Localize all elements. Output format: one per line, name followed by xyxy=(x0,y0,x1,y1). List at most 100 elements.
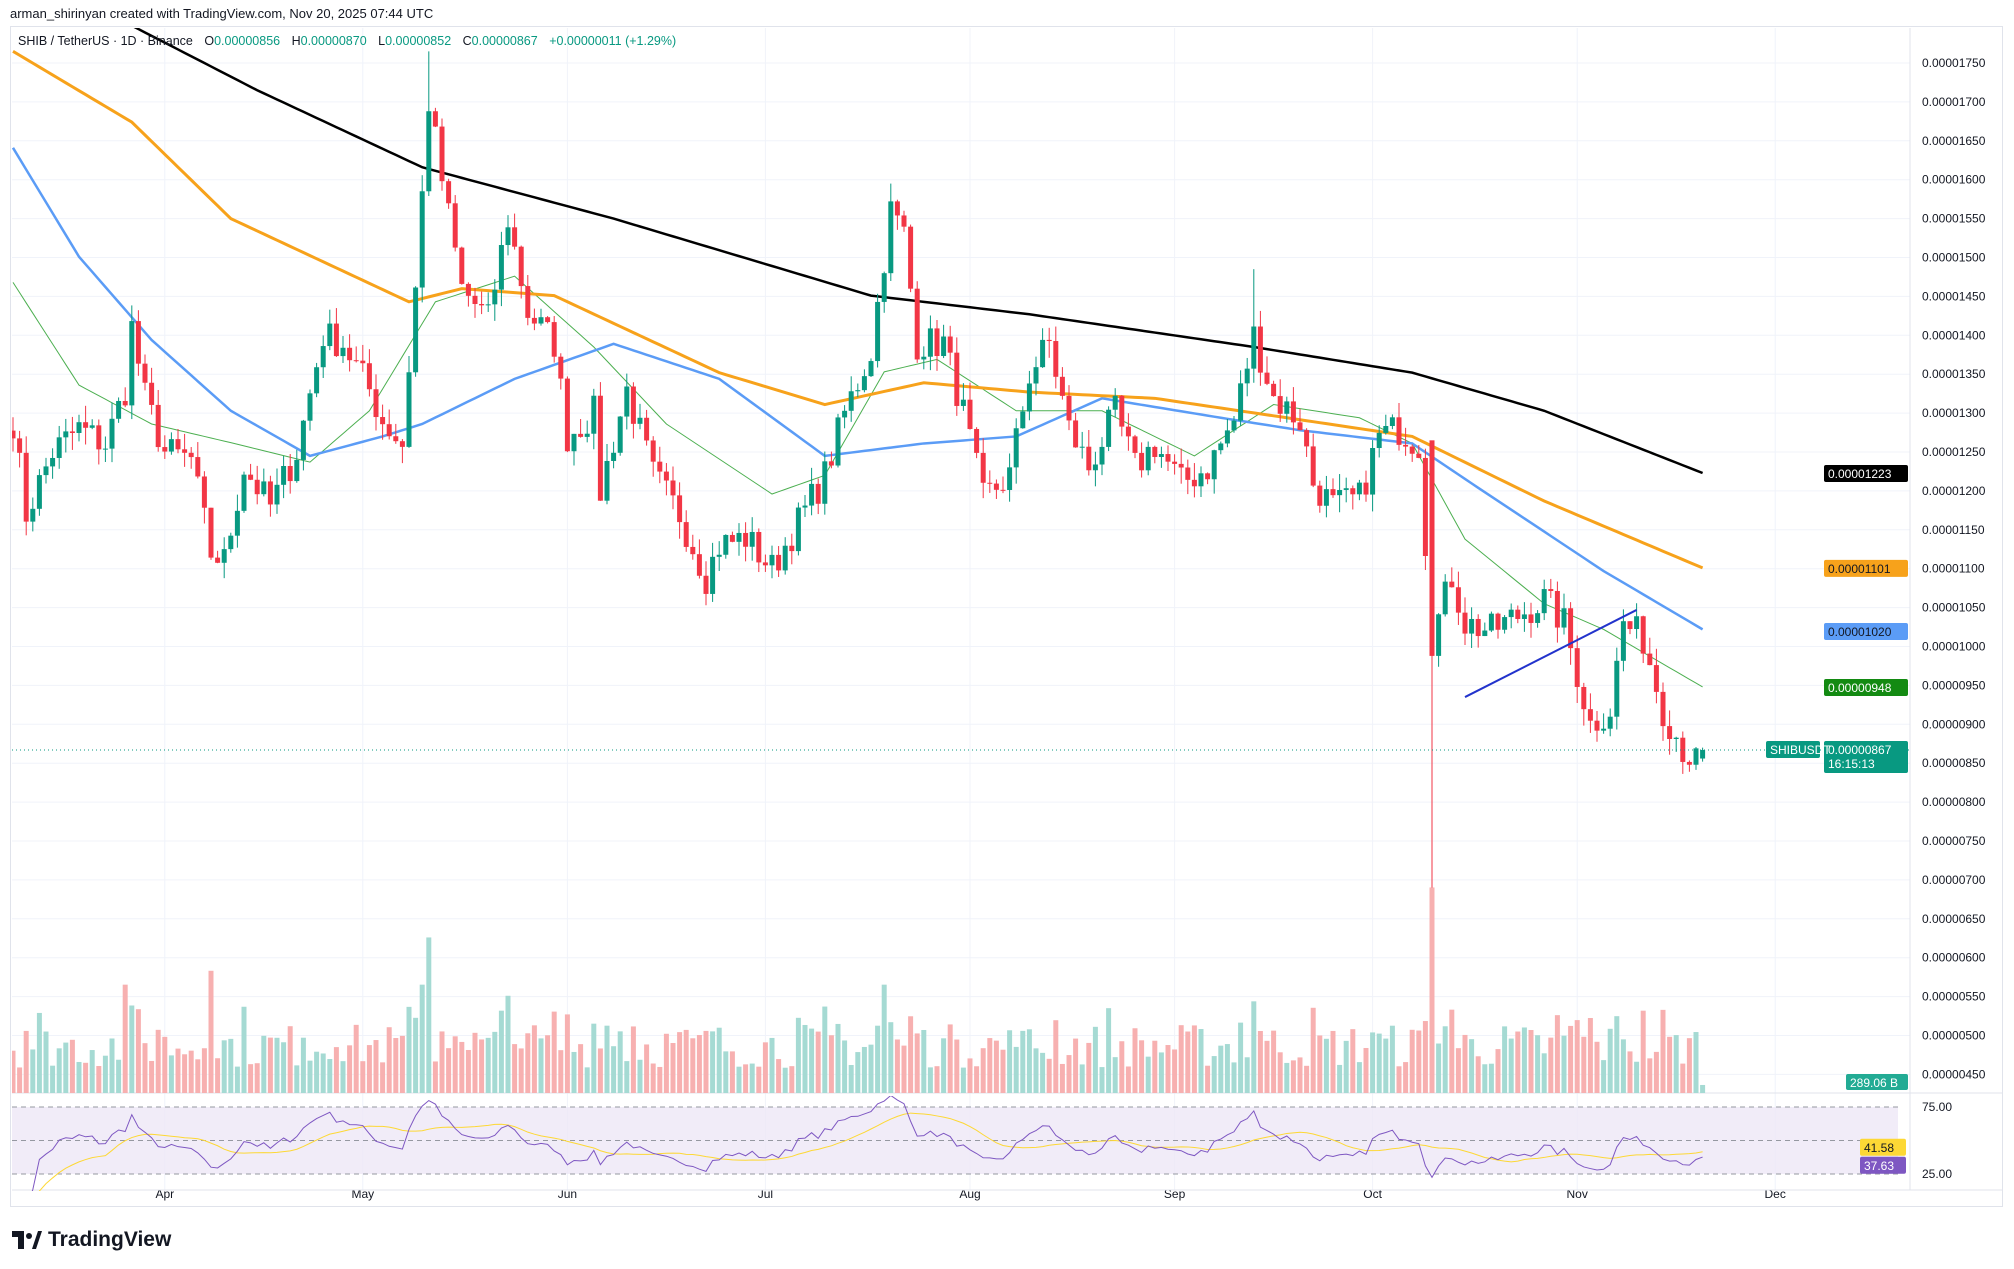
symbol-title[interactable]: SHIB / TetherUS · 1D · Binance xyxy=(18,34,193,48)
candle-body xyxy=(564,378,570,452)
volume-bar xyxy=(1158,1052,1164,1093)
volume-bar xyxy=(1528,1030,1534,1093)
candle-body xyxy=(650,440,656,462)
candle-body xyxy=(439,126,445,182)
y-tick-label: 0.00001250 xyxy=(1922,445,1986,459)
volume-bar xyxy=(386,1027,392,1093)
volume-bar xyxy=(677,1032,683,1093)
volume-bar xyxy=(1376,1033,1382,1093)
volume-bar xyxy=(1007,1030,1013,1093)
rsi-ma-badge: 41.58 xyxy=(1860,1138,1906,1156)
y-tick-label: 0.00001400 xyxy=(1922,328,1986,342)
candle-body xyxy=(1224,430,1230,444)
volume-bar xyxy=(1026,1029,1032,1093)
ema50-badge-bg xyxy=(1824,622,1908,640)
volume-bar xyxy=(795,1017,801,1093)
volume-bar xyxy=(729,1051,735,1093)
volume-bar xyxy=(782,1067,788,1093)
candle-body xyxy=(373,389,379,418)
candle-body xyxy=(17,438,23,453)
candle-body xyxy=(967,399,973,429)
candle-body xyxy=(366,363,372,390)
volume-bar xyxy=(1277,1052,1283,1093)
candle-body xyxy=(914,288,920,360)
volume-bar xyxy=(1099,1067,1105,1093)
volume-bar xyxy=(551,1011,557,1093)
volume-bar xyxy=(1680,1063,1686,1093)
candle-body xyxy=(201,476,207,508)
volume-bar xyxy=(789,1066,795,1093)
volume-bar xyxy=(1673,1035,1679,1093)
candle-body xyxy=(393,436,399,442)
symbol-tag: SHIBUSDT xyxy=(1766,740,1831,758)
symbol-tag-text: SHIBUSDT xyxy=(1770,743,1831,757)
candle-body xyxy=(1561,608,1567,628)
volume-bar xyxy=(1640,1010,1646,1093)
volume-bar xyxy=(934,1066,940,1093)
volume-bar xyxy=(116,1059,122,1093)
candle-body xyxy=(1535,613,1541,623)
volume-bar xyxy=(459,1041,465,1093)
candle-body xyxy=(802,505,808,508)
volume-bar xyxy=(1594,1041,1600,1093)
candle-body xyxy=(1455,587,1461,613)
volume-bar xyxy=(287,1026,293,1093)
candle-body xyxy=(234,510,240,536)
candle-body xyxy=(1317,485,1323,506)
candle-body xyxy=(974,428,980,453)
candle-body xyxy=(188,452,194,458)
volume-bar xyxy=(1323,1038,1329,1093)
volume-bar xyxy=(30,1049,36,1093)
x-tick-label: Jun xyxy=(558,1187,577,1201)
rsi-badge-text: 37.63 xyxy=(1864,1159,1894,1173)
volume-bar xyxy=(967,1058,973,1093)
volume-bar xyxy=(531,1025,537,1093)
volume-bar xyxy=(1191,1025,1197,1093)
candle-body xyxy=(1046,339,1052,342)
rsi-ma-badge-bg xyxy=(1860,1138,1906,1156)
x-tick-label: Apr xyxy=(155,1187,174,1201)
candle-body xyxy=(162,447,168,452)
candle-body xyxy=(1145,446,1151,471)
candle-body xyxy=(122,400,128,406)
volume-bar xyxy=(1271,1030,1277,1093)
candle-body xyxy=(1667,726,1673,739)
tradingview-logo[interactable]: TradingView xyxy=(12,1228,171,1252)
candle-body xyxy=(1198,473,1204,487)
ohlc-low: L0.00000852 xyxy=(378,34,451,48)
volume-bar xyxy=(1152,1040,1158,1093)
candle-body xyxy=(1007,467,1013,490)
candle-body xyxy=(941,336,947,357)
candle-body xyxy=(1092,464,1098,471)
candle-body xyxy=(1429,440,1435,656)
volume-bar xyxy=(670,1043,676,1093)
volume-bar xyxy=(63,1042,69,1093)
volume-bar xyxy=(1363,1047,1369,1093)
volume-bar xyxy=(413,1017,419,1093)
candle-body xyxy=(1482,630,1488,637)
volume-bar xyxy=(17,1067,23,1093)
candle-body xyxy=(63,431,69,438)
y-tick-label: 0.00001300 xyxy=(1922,406,1986,420)
volume-bar xyxy=(241,1006,247,1093)
candle-body xyxy=(1251,326,1257,369)
candle-body xyxy=(261,481,267,495)
candle-body xyxy=(1502,617,1508,630)
ohlc-open-label: O xyxy=(204,34,215,48)
candle-body xyxy=(888,201,894,274)
volume-bar xyxy=(1449,1009,1455,1093)
candle-body xyxy=(591,395,597,434)
candle-body xyxy=(43,466,49,476)
volume-bar xyxy=(921,1029,927,1093)
candle-body xyxy=(861,376,867,391)
candle-body xyxy=(1244,368,1250,384)
volume-bar xyxy=(644,1044,650,1093)
volume-bar xyxy=(894,1039,900,1093)
candle-body xyxy=(1620,621,1626,661)
candle-body xyxy=(96,425,102,450)
volume-bar xyxy=(512,1044,518,1093)
volume-bar xyxy=(1000,1049,1006,1093)
volume-bar xyxy=(1092,1026,1098,1093)
volume-bar xyxy=(23,1030,29,1093)
